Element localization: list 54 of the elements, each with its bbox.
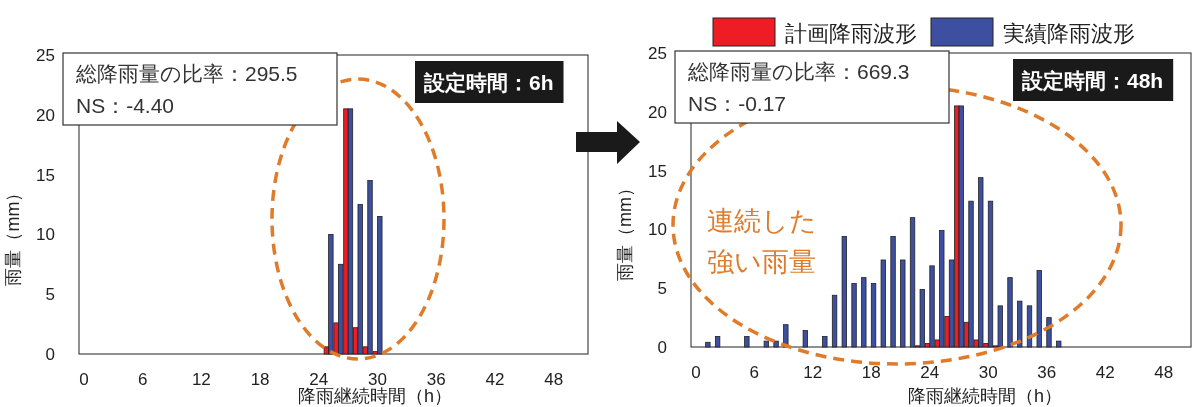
x-tick-label: 30 <box>978 363 998 382</box>
x-tick-label: 18 <box>861 363 881 382</box>
annotation: 強い雨量 <box>707 247 816 277</box>
y-tick-label: 15 <box>36 165 55 185</box>
y-tick-label: 0 <box>657 338 667 357</box>
y-tick-label: 0 <box>45 345 55 364</box>
x-axis-title: 降雨継続時間（h） <box>297 386 453 406</box>
annotation: 連続した <box>707 206 817 236</box>
bar <box>958 105 964 348</box>
x-tick-label: 36 <box>1037 363 1057 382</box>
bar <box>978 177 984 348</box>
y-tick-label: 10 <box>36 225 55 245</box>
annotation: 設定時間：6h <box>423 71 554 94</box>
x-tick-label: 24 <box>920 363 940 382</box>
x-tick-label: 6 <box>749 363 760 382</box>
bar <box>919 288 925 348</box>
x-tick-label: 48 <box>544 370 564 389</box>
bar <box>987 200 994 348</box>
x-tick-label: 24 <box>309 370 329 389</box>
y-tick-label: 15 <box>648 161 667 181</box>
y-tick-label: 10 <box>648 220 667 240</box>
bar <box>968 200 974 348</box>
legend-label: 実績降雨波形 <box>1003 21 1135 46</box>
x-tick-label: 12 <box>191 370 211 389</box>
y-tick-label: 25 <box>648 44 667 63</box>
x-tick-label: 48 <box>1154 363 1174 382</box>
bar <box>347 108 354 355</box>
y-tick-label: 20 <box>648 102 667 122</box>
y-axis-title: 雨量（mm） <box>3 183 23 286</box>
bar <box>939 230 945 348</box>
bar <box>367 180 373 355</box>
x-tick-label: 0 <box>79 370 89 389</box>
x-axis-title: 降雨継続時間（h） <box>907 386 1063 406</box>
legend-label: 計画降雨波形 <box>785 21 917 46</box>
y-tick-label: 5 <box>657 279 667 299</box>
y-axis-title: 雨量（mm） <box>615 179 635 281</box>
y-tick-label: 5 <box>45 285 55 305</box>
x-tick-label: 42 <box>1095 363 1115 382</box>
annotation: NS：-0.17 <box>688 92 787 115</box>
x-tick-label: 0 <box>691 363 701 382</box>
bar <box>997 305 1003 348</box>
x-tick-label: 12 <box>803 363 823 382</box>
x-tick-label: 36 <box>426 370 446 389</box>
annotation: NS：-4.40 <box>76 94 175 117</box>
y-tick-label: 25 <box>36 46 55 65</box>
x-tick-label: 42 <box>485 370 505 389</box>
annotation: 総降雨量の比率：295.5 <box>75 62 298 85</box>
x-tick-label: 6 <box>137 370 148 389</box>
bar <box>357 204 363 355</box>
annotation: 設定時間：48h <box>1021 69 1164 92</box>
y-tick-label: 20 <box>36 105 55 125</box>
annotation: 総降雨量の比率：669.3 <box>687 60 910 83</box>
bar <box>929 265 935 348</box>
x-tick-label: 18 <box>250 370 270 389</box>
